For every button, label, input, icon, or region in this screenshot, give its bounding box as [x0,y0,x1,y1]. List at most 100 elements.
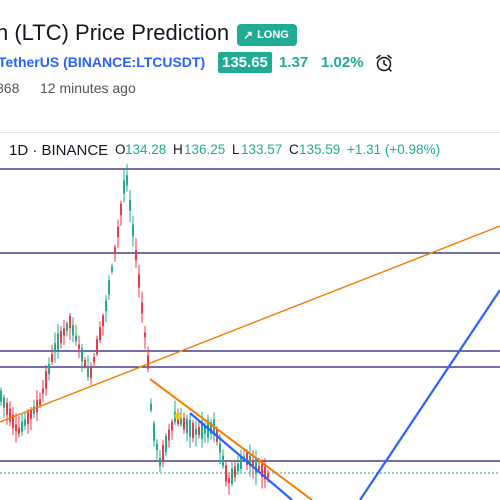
candle-body [126,175,128,186]
candle-body [12,414,14,429]
open-value: 134.28 [125,142,167,157]
orange-trendline [149,378,313,500]
candle-body [54,343,56,351]
candle-body [150,403,152,411]
candle-body [60,331,62,343]
candle-body [27,412,29,425]
candle-body [228,478,230,483]
candle-body [162,445,164,461]
candle-body [258,466,260,471]
candle-body [189,420,191,437]
long-badge-label: LONG [257,29,289,41]
alarm-clock-icon[interactable] [373,52,395,74]
candle-body [18,427,20,434]
candle-body [135,250,137,261]
candle-body [42,388,44,394]
candle-body [114,247,116,254]
candle-body [48,363,50,375]
candle-body [222,455,224,466]
candle-body [96,339,98,355]
candle-body [204,425,206,434]
candle-body [0,390,2,402]
candle-body [261,464,263,478]
candle-body [24,419,26,426]
candle-body [234,466,236,477]
candle-body [57,333,59,351]
title-row: n (LTC) Price Prediction ↗ LONG [0,18,500,52]
candle-body [123,180,125,194]
candle-body [141,302,143,314]
close-value: 135.59 [299,142,341,157]
candle-body [117,226,119,238]
candle-body [249,455,251,467]
candle-body [75,335,77,342]
candle-body [159,457,161,467]
candle-body [30,409,32,419]
candle-body [120,203,122,216]
candle-body [153,423,155,441]
candle-body [111,266,113,272]
current-price: 135.65 [218,52,272,73]
candle-body [84,360,86,367]
price-change-absolute: 1.37 [279,54,309,71]
published-time: 12 minutes ago [40,80,136,96]
candle-body [138,274,140,288]
symbol-link[interactable]: TetherUS (BINANCE:LTCUSDT) [0,54,206,70]
candle-body [15,424,17,432]
change-value: +1.31 (+0.98%) [347,142,441,157]
candle-body [69,315,71,329]
candle-body [231,468,233,484]
divider [0,132,500,133]
candle-body [9,408,11,422]
candle-body [195,428,197,435]
meta-row: 868 12 minutes ago [0,80,500,98]
candle-body [210,422,212,434]
candle-body [33,406,35,414]
candle-body [168,429,170,441]
candle-body [72,325,74,336]
candle-body [165,435,167,453]
long-badge[interactable]: ↗ LONG [237,24,297,46]
candle-body [6,402,8,415]
symbol-row: TetherUS (BINANCE:LTCUSDT) 135.65 1.37 1… [0,52,500,74]
candle-body [102,315,104,327]
candle-body [45,371,47,389]
candle-body [255,457,257,474]
candle-body [90,367,92,379]
candle-body [132,224,134,237]
low-label: L [232,142,240,157]
candle-body [66,323,68,331]
candle-body [171,421,173,431]
blue-trendline [189,412,293,500]
candle-body [129,199,131,211]
candle-body [105,300,107,312]
candle-body [39,399,41,405]
candle-body [219,443,221,453]
idea-title: n (LTC) Price Prediction [0,20,230,45]
orange-trendline [0,225,500,423]
high-label: H [173,142,183,157]
candle-body [93,357,95,363]
candle-body [198,427,200,435]
high-value: 136.25 [184,142,226,157]
candle-body [81,348,83,362]
price-change-percent: 1.02% [321,54,364,71]
marker-dot [174,412,182,420]
price-chart[interactable] [0,162,500,500]
candle-body [186,418,188,434]
candle-body [63,328,65,336]
candle-body [99,327,101,341]
blue-trendline [359,289,500,500]
candle-body [183,417,185,430]
candle-body [21,421,23,432]
candle-body [201,421,203,439]
candle-body [192,422,194,439]
candle-body [237,463,239,471]
low-value: 133.57 [241,142,283,157]
candle-body [87,365,89,378]
candles-group [0,164,269,495]
candle-body [246,452,248,465]
candle-body [108,280,110,295]
candle-body [144,332,146,338]
open-label: O [115,142,126,157]
